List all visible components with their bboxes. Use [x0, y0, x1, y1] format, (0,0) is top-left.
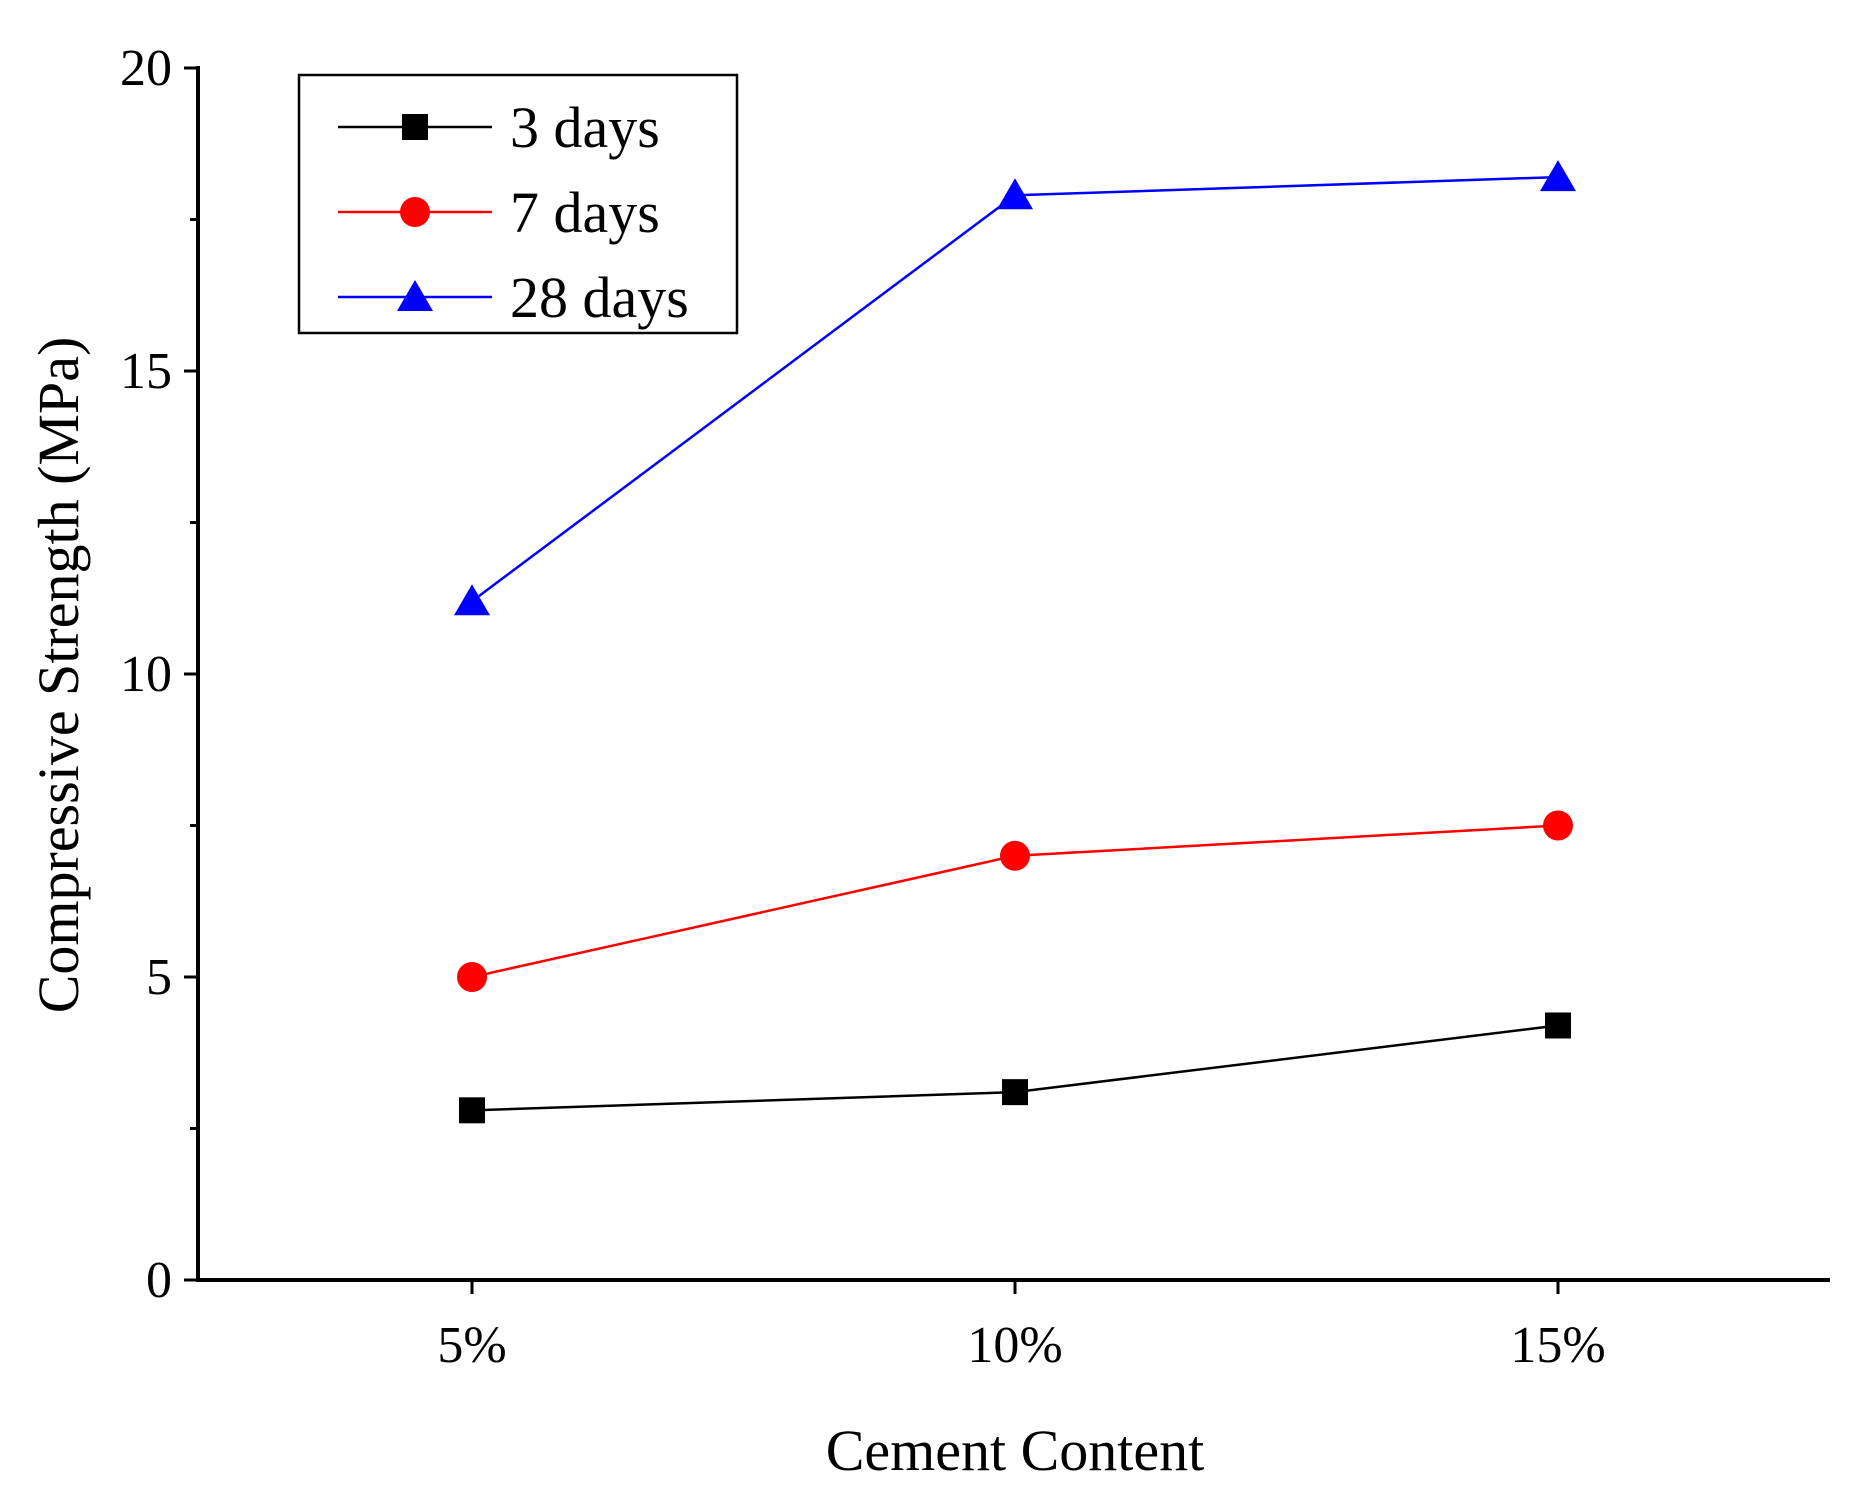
- y-tick-label: 0: [146, 1252, 172, 1309]
- legend-label: 3 days: [510, 95, 660, 160]
- x-axis-title: Cement Content: [826, 1418, 1205, 1483]
- data-point: [459, 1097, 485, 1124]
- data-point: [1543, 810, 1573, 841]
- y-axis-title: Compressive Strength (MPa): [26, 337, 91, 1014]
- data-point: [457, 962, 487, 992]
- data-point: [454, 584, 490, 616]
- y-tick-label: 15: [120, 343, 172, 400]
- series-1: [457, 810, 1573, 992]
- data-point: [997, 178, 1033, 210]
- legend-marker: [400, 197, 430, 227]
- data-point: [1540, 160, 1576, 192]
- data-point: [1002, 1079, 1028, 1106]
- data-point: [1545, 1012, 1571, 1039]
- legend-label: 28 days: [510, 265, 689, 330]
- y-tick-label: 5: [146, 949, 172, 1006]
- legend: 3 days 7 days 28 days: [297, 73, 739, 335]
- series-0: [459, 1012, 1571, 1124]
- x-tick-label: 10%: [967, 1317, 1062, 1374]
- x-tick-label: 5%: [437, 1317, 506, 1374]
- data-point: [1000, 840, 1030, 871]
- y-tick-label: 20: [120, 40, 172, 97]
- legend-box: [297, 73, 739, 335]
- y-tick-label: 10: [120, 646, 172, 703]
- legend-marker: [397, 280, 433, 311]
- series-layer: [454, 160, 1576, 1124]
- series-2: [454, 160, 1576, 616]
- legend-marker: [402, 114, 428, 140]
- x-tick-label: 15%: [1510, 1317, 1605, 1374]
- axes: 0 5 10 15 20 5% 10% 15%: [120, 40, 1830, 1374]
- legend-label: 7 days: [510, 180, 660, 245]
